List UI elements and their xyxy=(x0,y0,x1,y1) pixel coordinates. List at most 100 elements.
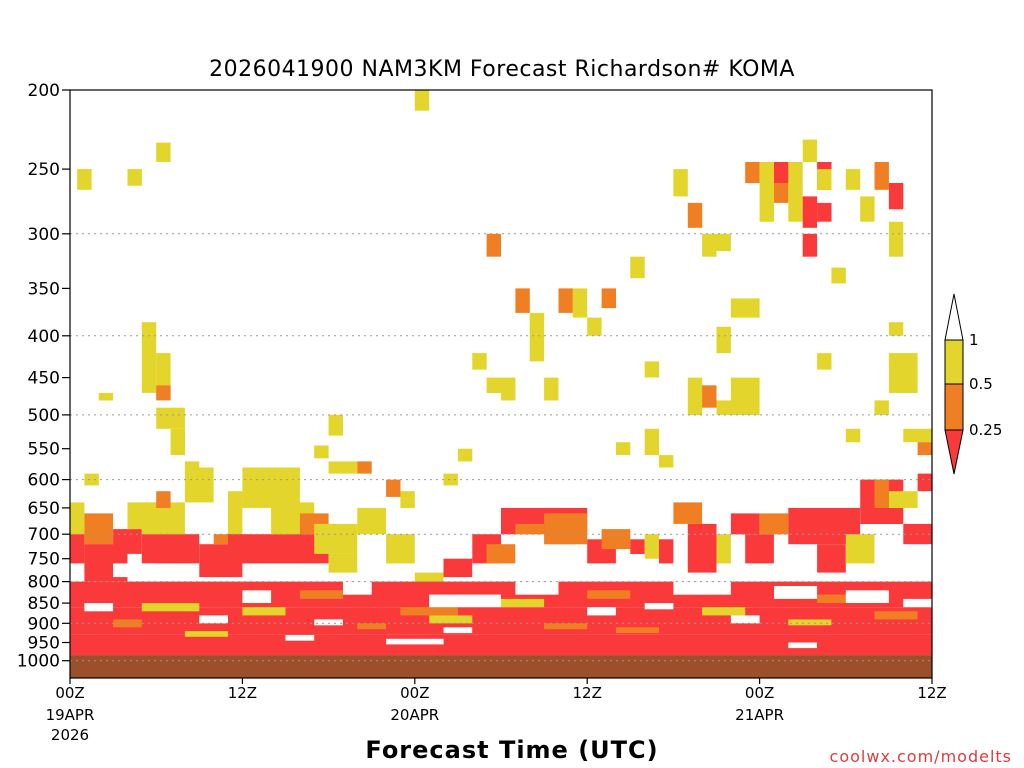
heatmap-cell-38 xyxy=(745,534,774,564)
y-tick-label-250: 250 xyxy=(28,160,60,180)
heatmap-cell-62 xyxy=(788,619,832,626)
heatmap-upper-cell-71 xyxy=(98,393,114,401)
y-tick-label-200: 200 xyxy=(28,81,60,101)
heatmap-upper-cell-42 xyxy=(759,162,774,222)
y-tick-label-550: 550 xyxy=(28,440,60,460)
y-tick-label-650: 650 xyxy=(28,499,60,519)
heatmap-gap-16 xyxy=(788,642,817,649)
y-tick-label-1000: 1000 xyxy=(17,652,60,672)
heatmap-cell-47 xyxy=(845,534,875,564)
plot-area xyxy=(69,89,933,679)
heatmap-upper-cell-57 xyxy=(874,162,889,190)
heatmap-upper-cell-51 xyxy=(802,233,818,257)
heatmap-upper-cell-14 xyxy=(386,479,401,497)
heatmap-cell-35 xyxy=(687,523,717,573)
heatmap-cell-19 xyxy=(328,553,358,573)
heatmap-gap-10 xyxy=(314,619,343,626)
heatmap-cell-28 xyxy=(544,513,588,545)
heatmap-gap-15 xyxy=(386,638,444,645)
x-tick-label-1: 12Z xyxy=(228,684,257,702)
heatmap-upper-cell-7 xyxy=(156,407,185,429)
heatmap-cell-55 xyxy=(501,598,545,608)
x-tick-date-4: 21APR xyxy=(735,706,784,724)
y-tick-label-700: 700 xyxy=(28,525,60,545)
colorbar-label-1: 0.5 xyxy=(969,375,993,393)
heatmap-upper-cell-62 xyxy=(874,400,889,415)
heatmap-upper-cell-18 xyxy=(558,288,573,313)
heatmap-upper-cell-11 xyxy=(328,414,343,436)
heatmap-cell-2 xyxy=(84,513,114,545)
heatmap-cell-64 xyxy=(184,631,228,637)
heatmap-cell-12 xyxy=(228,491,243,535)
heatmap-cell-8 xyxy=(156,491,171,508)
heatmap-gap-13 xyxy=(730,615,760,624)
heatmap-upper-cell-41 xyxy=(745,162,760,184)
heatmap-upper-cell-46 xyxy=(788,162,803,186)
heatmap-upper-cell-28 xyxy=(644,428,660,456)
heatmap-gap-11 xyxy=(443,627,473,634)
heatmap-gap-3 xyxy=(429,594,501,608)
plot-frame xyxy=(69,89,933,679)
heatmap-upper-cell-61 xyxy=(888,353,918,393)
x-tick-date-2: 20APR xyxy=(390,706,439,724)
heatmap-upper-cell-31 xyxy=(687,202,703,228)
heatmap-cell-39 xyxy=(759,513,789,535)
heatmap-upper-cell-13 xyxy=(357,461,372,474)
heatmap-cell-66 xyxy=(874,611,918,620)
heatmap-upper-cell-27 xyxy=(644,361,660,378)
heatmap-upper-cell-19 xyxy=(572,288,588,318)
heatmap-gap-17 xyxy=(644,603,674,610)
heatmap-upper-cell-44 xyxy=(774,183,789,203)
heatmap-gap-1 xyxy=(242,590,272,603)
heatmap-gap-14 xyxy=(285,635,315,641)
heatmap-cell-43 xyxy=(874,479,889,508)
y-tick-label-500: 500 xyxy=(28,406,60,426)
heatmap-upper-cell-67 xyxy=(601,288,616,309)
heatmap-gap-8 xyxy=(84,603,114,612)
heatmap-upper-cell-1 xyxy=(127,169,142,186)
heatmap-upper-cell-6 xyxy=(156,385,171,401)
y-tick-label-900: 900 xyxy=(28,614,60,634)
heatmap-upper-cell-22 xyxy=(486,377,501,393)
x-tick-label-4: 00Z xyxy=(745,684,774,702)
heatmap-upper-cell-55 xyxy=(845,169,861,190)
heatmap-cell-37 xyxy=(730,513,760,535)
heatmap-upper-cell-23 xyxy=(501,377,516,401)
y-tick-label-350: 350 xyxy=(28,279,60,299)
heatmap-upper-cell-26 xyxy=(615,442,631,456)
heatmap-cell-14 xyxy=(242,467,300,508)
heatmap-upper-cell-63 xyxy=(845,428,861,443)
x-axis-label: Forecast Time (UTC) xyxy=(365,736,658,764)
heatmap-gap-0 xyxy=(113,563,157,578)
heatmap-cell-52 xyxy=(242,607,286,616)
heatmap-upper-cell-58 xyxy=(888,183,904,210)
heatmap-upper-cell-9 xyxy=(184,461,200,474)
heatmap-upper-cell-25 xyxy=(457,448,473,462)
heatmap-upper-cell-10 xyxy=(314,445,329,459)
heatmap-cell-31 xyxy=(630,539,645,554)
heatmap-upper-cell-38 xyxy=(730,298,760,318)
x-axis: 00Z 19APR 2026 12Z 00Z 20APR 12Z 00Z 21APR 12Z xyxy=(46,678,947,744)
heatmap-cell-13 xyxy=(228,534,286,564)
y-tick-label-400: 400 xyxy=(28,327,60,347)
heatmap-upper-cell-69 xyxy=(630,256,645,279)
heatmap-upper-cell-43 xyxy=(774,162,789,184)
heatmap-cell-46 xyxy=(917,473,932,492)
heatmap-upper-cell-35 xyxy=(702,385,717,408)
heatmap-cell-33 xyxy=(659,539,674,564)
heatmap-cell-34 xyxy=(673,502,703,524)
heatmap-upper-cell-45 xyxy=(788,183,803,222)
colorbar-top-arrow xyxy=(944,293,964,341)
heatmap-upper-cell-0 xyxy=(77,169,92,190)
x-tick-label-2: 00Z xyxy=(400,684,429,702)
heatmap-upper-cell-39 xyxy=(716,326,731,354)
heatmap-upper-cell-52 xyxy=(817,169,832,190)
y-tick-label-800: 800 xyxy=(28,573,60,593)
y-tick-label-450: 450 xyxy=(28,369,60,389)
heatmap-cell-27 xyxy=(515,523,545,535)
heatmap-upper-cell-65 xyxy=(917,442,932,456)
x-tick-label-3: 12Z xyxy=(573,684,602,702)
x-tick-label-5: 12Z xyxy=(917,684,946,702)
heatmap-upper-cell-56 xyxy=(860,196,875,222)
heatmap-cell-60 xyxy=(357,623,386,630)
